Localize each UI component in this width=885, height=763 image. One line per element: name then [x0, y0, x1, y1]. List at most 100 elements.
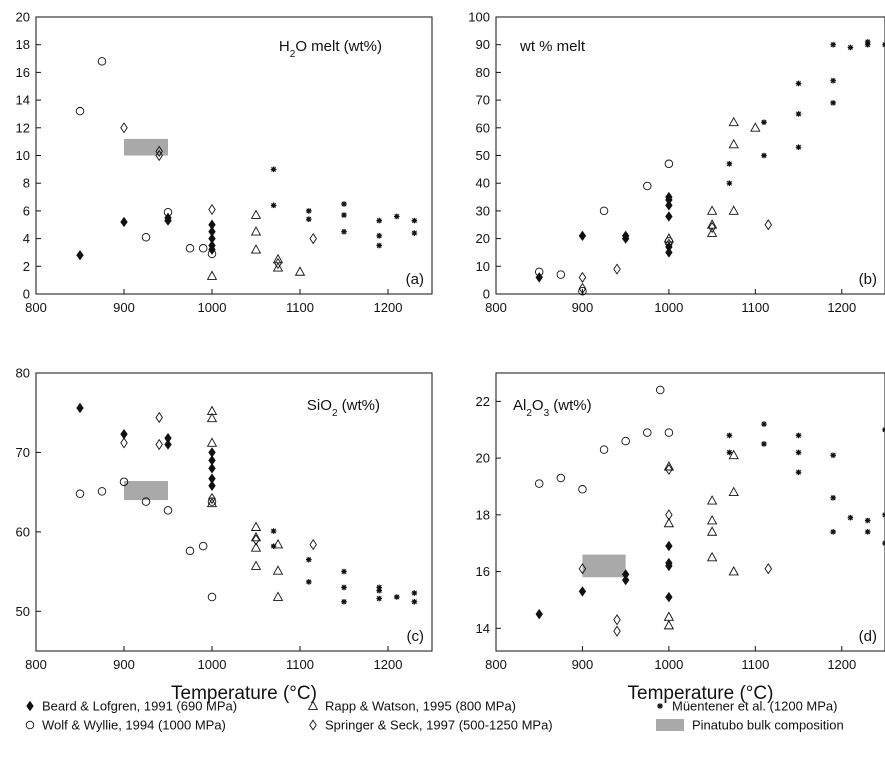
data-point-mu: [270, 202, 277, 209]
data-point-ww: [643, 181, 652, 191]
data-point-ss: [208, 203, 216, 216]
data-point-rw: [250, 542, 262, 552]
data-point-mu: [864, 529, 871, 535]
panel-label: (c): [407, 628, 425, 645]
legend-item: Beard & Lofgren, 1991 (690 MPa): [26, 699, 237, 714]
legend-label: Springer & Seck, 1997 (500-1250 MPa): [325, 718, 553, 733]
data-point-rw: [272, 539, 284, 549]
data-point-bl: [164, 439, 172, 450]
data-point-ww: [119, 477, 129, 487]
data-point-ww: [621, 436, 630, 446]
plot-frame: [495, 16, 885, 295]
data-point-rw: [706, 551, 718, 562]
data-point-mu: [761, 119, 767, 126]
legend-marker-mu: [657, 703, 663, 709]
data-point-rw: [706, 205, 718, 215]
data-point-mu: [830, 77, 836, 84]
data-point-mu: [795, 449, 802, 456]
pinatubo-box: [124, 481, 168, 501]
data-point-bl: [578, 586, 587, 597]
data-point-ww: [75, 489, 85, 498]
y-tick-label: 0: [23, 287, 30, 302]
data-point-ww: [141, 497, 151, 506]
legend-marker-rw: [307, 700, 319, 710]
legend-marker-bl: [26, 700, 34, 712]
y-tick-label: 16: [16, 65, 30, 80]
data-point-bl: [120, 216, 128, 228]
legend-item: Wolf & Wyllie, 1994 (1000 MPa): [25, 718, 226, 733]
legend-marker-ww: [25, 720, 35, 730]
data-point-mu: [864, 39, 871, 45]
data-point-ww: [207, 592, 217, 602]
data-point-rw: [706, 526, 718, 536]
legend-label: Beard & Lofgren, 1991 (690 MPa): [42, 699, 237, 714]
data-point-mu: [830, 495, 836, 501]
data-point-rw: [250, 531, 262, 542]
data-point-mu: [795, 469, 802, 476]
y-tick-label: 0: [483, 287, 490, 302]
x-tick-label: 800: [485, 300, 507, 315]
data-point-rw: [206, 497, 218, 508]
data-point-rw: [206, 412, 218, 423]
data-point-mu: [411, 598, 418, 605]
data-point-bl: [208, 233, 216, 244]
data-point-ss: [665, 509, 673, 521]
data-point-rw: [663, 233, 675, 243]
y-tick-label: 6: [23, 203, 30, 218]
x-tick-label: 1000: [198, 300, 227, 315]
data-point-rw: [250, 521, 262, 531]
data-point-rw: [272, 591, 284, 601]
y-tick-label: 60: [476, 120, 490, 135]
data-point-bl: [208, 219, 216, 230]
data-point-ss: [155, 145, 163, 157]
y-tick-label: 80: [476, 65, 490, 80]
x-tick-label: 800: [25, 300, 47, 315]
legend-item: Müentener et al. (1200 MPa): [657, 699, 837, 714]
y-tick-label: 10: [16, 148, 30, 163]
data-point-rw: [663, 611, 675, 621]
data-point-mu: [795, 111, 802, 117]
data-point-rw: [750, 122, 761, 132]
y-tick-label: 90: [476, 37, 490, 52]
data-point-mu: [376, 595, 382, 602]
data-point-rw: [706, 495, 718, 505]
data-point-mu: [376, 217, 382, 224]
y-tick-label: 50: [476, 148, 490, 163]
data-point-ww: [643, 428, 652, 437]
panel-title: wt % melt: [519, 38, 586, 55]
data-point-ww: [198, 541, 208, 551]
y-tick-label: 80: [16, 366, 30, 381]
panel-title: Al2O3 (wt%): [513, 397, 592, 419]
data-point-ww: [664, 428, 674, 437]
data-point-mu: [761, 421, 767, 427]
data-point-bl: [665, 540, 673, 552]
data-point-ss: [155, 411, 163, 424]
data-point-rw: [663, 619, 675, 630]
data-point-mu: [376, 584, 382, 591]
data-point-rw: [706, 514, 718, 525]
data-point-rw: [728, 116, 739, 127]
data-point-ww: [163, 208, 173, 217]
data-point-mu: [306, 208, 312, 214]
y-tick-label: 2: [23, 259, 30, 274]
data-point-mu: [761, 152, 767, 159]
data-point-ww: [664, 159, 674, 169]
data-point-ss: [665, 238, 673, 250]
x-tick-label: 1200: [374, 657, 403, 672]
data-point-bl: [208, 463, 216, 474]
data-point-rw: [250, 244, 262, 254]
data-point-mu: [830, 100, 836, 106]
legend: Beard & Lofgren, 1991 (690 MPa) Wolf & Wy…: [25, 699, 844, 733]
data-point-ss: [120, 437, 128, 449]
legend-item: Pinatubo bulk composition: [656, 718, 844, 733]
y-tick-label: 100: [468, 10, 490, 25]
data-point-ss: [613, 614, 621, 626]
data-point-mu: [411, 590, 418, 596]
data-point-rw: [706, 219, 718, 229]
data-point-rw: [272, 262, 284, 272]
legend-marker-ss: [309, 719, 317, 731]
pinatubo-box: [582, 554, 626, 578]
data-point-bl: [76, 250, 84, 261]
